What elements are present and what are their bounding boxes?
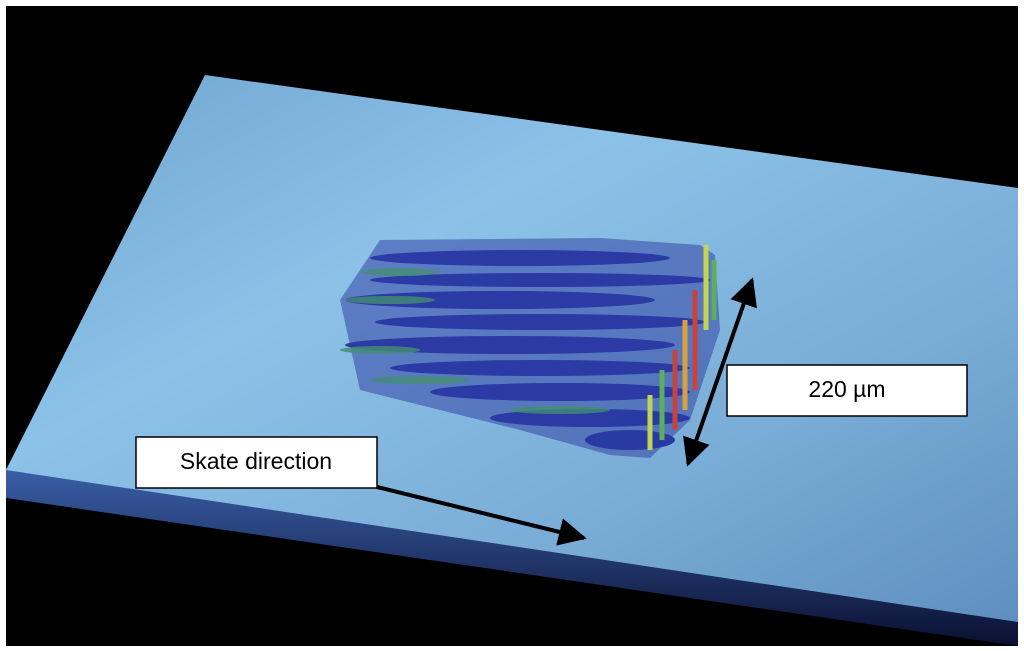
direction-label: Skate direction — [180, 448, 332, 474]
width-label: 220 µm — [808, 376, 885, 402]
scene: 220 µm Skate direction — [0, 0, 1024, 651]
